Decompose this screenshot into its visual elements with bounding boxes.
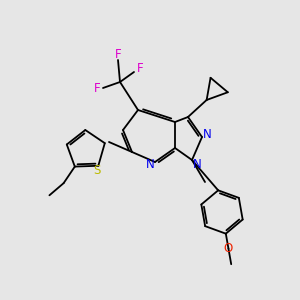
Text: N: N xyxy=(146,158,154,172)
Text: F: F xyxy=(137,61,143,74)
Text: S: S xyxy=(94,164,101,177)
Text: F: F xyxy=(94,82,100,94)
Text: N: N xyxy=(202,128,211,142)
Text: N: N xyxy=(193,158,201,170)
Text: O: O xyxy=(224,242,233,255)
Text: F: F xyxy=(115,47,121,61)
